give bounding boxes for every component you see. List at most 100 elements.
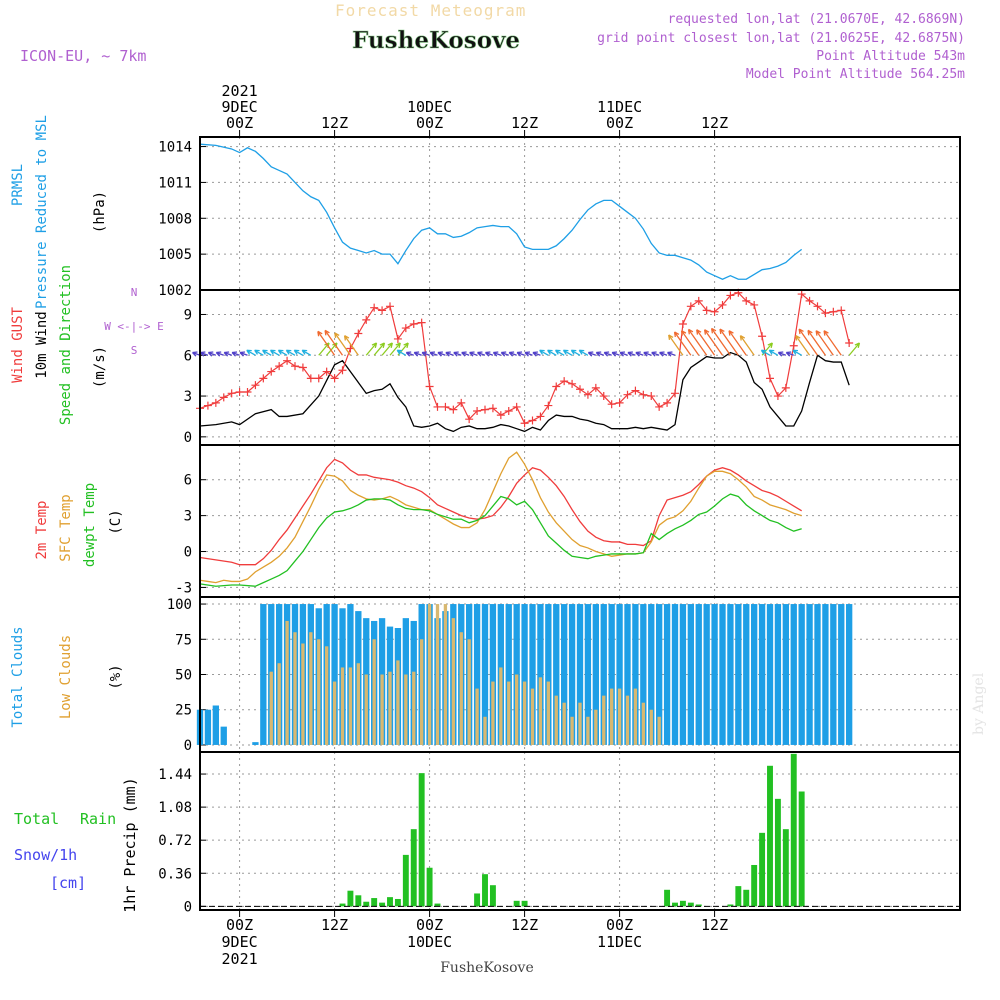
- wind-label: 10m Wind: [34, 311, 50, 378]
- y-tick-label: 1005: [158, 247, 192, 263]
- low-cloud-bar: [435, 604, 440, 745]
- wind-direction-arrow: [508, 351, 517, 357]
- low-cloud-bar: [594, 709, 598, 745]
- gust-marker: [663, 398, 672, 407]
- top-time-label: 9DEC: [222, 98, 258, 116]
- total-cloud-bar: [687, 604, 694, 745]
- wind-direction-arrow: [343, 335, 359, 356]
- wind-direction-arrow: [547, 349, 557, 356]
- gust-marker: [401, 324, 410, 333]
- low-cloud-bar: [277, 663, 281, 745]
- low-cloud-bar: [364, 674, 368, 745]
- wind-direction-arrow: [807, 329, 826, 356]
- gust-marker: [552, 382, 561, 391]
- wind-direction-arrow: [223, 351, 232, 357]
- low-cloud-bar: [372, 639, 376, 745]
- top-time-label: 10DEC: [407, 98, 452, 116]
- low-cloud-bar: [625, 695, 630, 745]
- gust-marker: [203, 401, 212, 410]
- wind-direction-arrow: [703, 329, 724, 356]
- y-tick-label: 50: [175, 668, 192, 684]
- wind-direction-arrow: [524, 351, 533, 357]
- wind-direction-arrow: [389, 342, 401, 356]
- precip-bar: [687, 902, 694, 907]
- bottom-time-label: 10DEC: [407, 933, 452, 951]
- gust-marker: [393, 334, 402, 343]
- gust-marker: [623, 390, 632, 399]
- total-cloud-bar: [592, 604, 599, 745]
- bottom-time-label: 12Z: [701, 916, 728, 934]
- model-label: ICON-EU, ~ 7km: [20, 47, 146, 65]
- gust-marker: [251, 381, 260, 390]
- low-cloud-bar: [578, 702, 582, 745]
- gust-marker: [227, 389, 236, 398]
- wind-direction-arrow: [668, 334, 684, 356]
- gust-marker: [298, 363, 307, 372]
- total-cloud-bar: [640, 604, 647, 745]
- clouds-unit: (%): [108, 664, 124, 689]
- low-cloud-bar: [451, 618, 455, 745]
- low-cloud-bar: [538, 677, 543, 745]
- gust-marker: [449, 405, 458, 414]
- wind-direction-arrow: [792, 349, 802, 356]
- low-cloud-bar: [522, 681, 527, 745]
- chart-title: FusheKosove: [352, 27, 520, 54]
- temp-unit: (C): [108, 509, 124, 534]
- total-cloud-bar: [220, 726, 227, 745]
- temp-line-2: [199, 493, 802, 587]
- top-time-label: 00Z: [416, 114, 443, 132]
- gust-marker: [528, 416, 537, 425]
- wind-direction-arrow: [396, 349, 407, 356]
- y-tick-label: 1014: [158, 140, 192, 156]
- total-cloud-bar: [798, 604, 805, 745]
- total-cloud-bar: [260, 604, 267, 745]
- total-cloud-bar: [806, 604, 813, 745]
- panel-frame-4: [199, 751, 961, 911]
- total-cloud-bar: [600, 604, 607, 745]
- precip-bar: [774, 798, 781, 907]
- wind-direction-arrow: [215, 351, 224, 357]
- precip-bar: [410, 829, 417, 907]
- low-cloud-bar: [317, 639, 321, 745]
- low-cloud-bar: [356, 663, 360, 745]
- model-altitude: Model Point Altitude 564.25m: [746, 67, 965, 82]
- gust-marker: [512, 402, 521, 411]
- total-cloud-bar: [814, 604, 821, 745]
- gust-marker: [370, 303, 379, 312]
- requested-point: requested lon,lat (21.0670E, 42.6869N): [668, 12, 965, 27]
- gust-marker: [314, 374, 323, 383]
- total-cloud-bar: [204, 709, 212, 745]
- wind-direction-arrow: [317, 330, 336, 356]
- total-cloud-bar: [679, 604, 687, 745]
- gust-marker: [607, 400, 616, 409]
- wind-direction-arrow: [445, 351, 454, 357]
- precip-bar: [790, 753, 797, 907]
- total-cloud-bar: [743, 604, 750, 745]
- total-cloud-bar: [751, 604, 758, 745]
- low-cloud-bar: [546, 681, 550, 745]
- low-cloud-bar: [657, 716, 661, 745]
- low-cloud-bar: [420, 639, 424, 745]
- gust-marker: [647, 392, 656, 401]
- precip-bar: [782, 829, 789, 907]
- wind-direction-arrow: [413, 351, 422, 357]
- bottom-time-label: 00Z: [416, 916, 443, 934]
- y-tick-label: 1.08: [158, 800, 192, 816]
- wind-direction-arrow: [469, 351, 478, 357]
- closest-point: grid point closest lon,lat (21.0625E, 42…: [597, 31, 965, 46]
- y-tick-label: 0: [184, 430, 192, 446]
- gust-marker: [821, 309, 830, 318]
- bottom-time-label: 2021: [222, 950, 258, 968]
- wind-direction-arrow: [667, 351, 676, 357]
- wind-direction-arrow: [719, 328, 739, 356]
- total-cloud-bar: [766, 604, 774, 745]
- wind-direction-arrow: [484, 351, 494, 357]
- gust-marker: [781, 383, 790, 392]
- total-cloud-bar: [624, 604, 631, 745]
- precip-bar: [402, 854, 409, 907]
- wind-direction-arrow: [334, 332, 351, 356]
- low-cloud-bar: [467, 639, 471, 745]
- wind-direction-arrow: [798, 328, 819, 356]
- wind-direction-arrow: [710, 327, 731, 356]
